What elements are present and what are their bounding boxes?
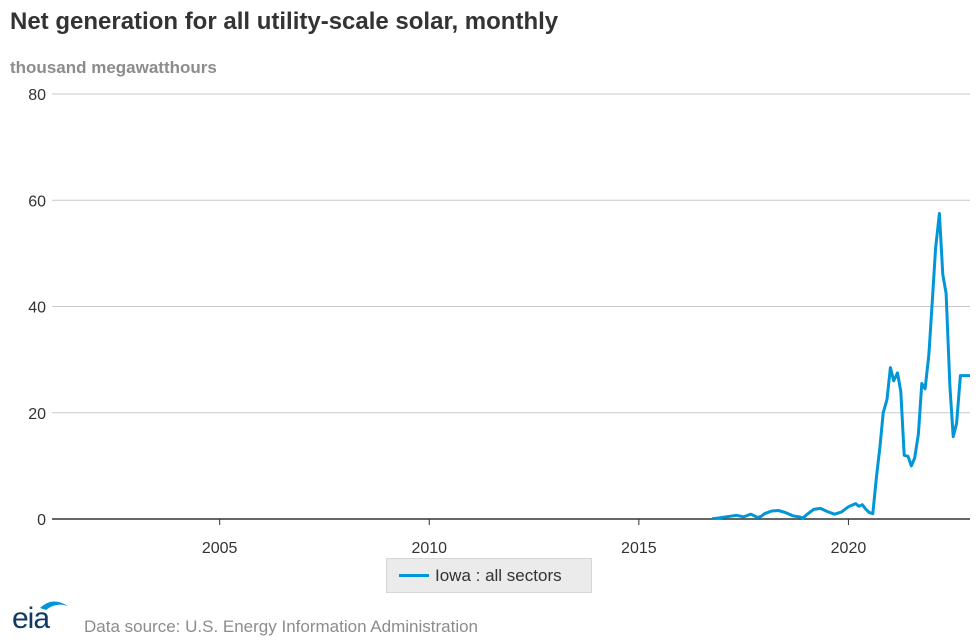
- eia-logo: eia: [12, 596, 72, 640]
- y-tick-label: 60: [28, 193, 46, 210]
- legend[interactable]: Iowa : all sectors: [386, 558, 592, 593]
- y-tick-label: 20: [28, 406, 46, 423]
- x-tick-label: 2015: [621, 540, 657, 557]
- logo-swoosh-icon: [40, 601, 68, 610]
- legend-swatch: [399, 574, 429, 577]
- x-tick-label: 2020: [831, 540, 867, 557]
- chart-title: Net generation for all utility-scale sol…: [10, 8, 559, 35]
- y-tick-label: 40: [28, 300, 46, 317]
- x-tick-label: 2005: [202, 540, 238, 557]
- series-line-iowa[interactable]: [712, 212, 970, 520]
- legend-label: Iowa : all sectors: [435, 565, 562, 585]
- logo-text: eia: [12, 602, 50, 635]
- y-tick-label: 0: [37, 512, 46, 529]
- data-source: Data source: U.S. Energy Information Adm…: [84, 617, 479, 636]
- y-tick-label: 80: [28, 87, 46, 104]
- x-tick-label: 2010: [411, 540, 447, 557]
- units-label: thousand megawatthours: [10, 58, 217, 77]
